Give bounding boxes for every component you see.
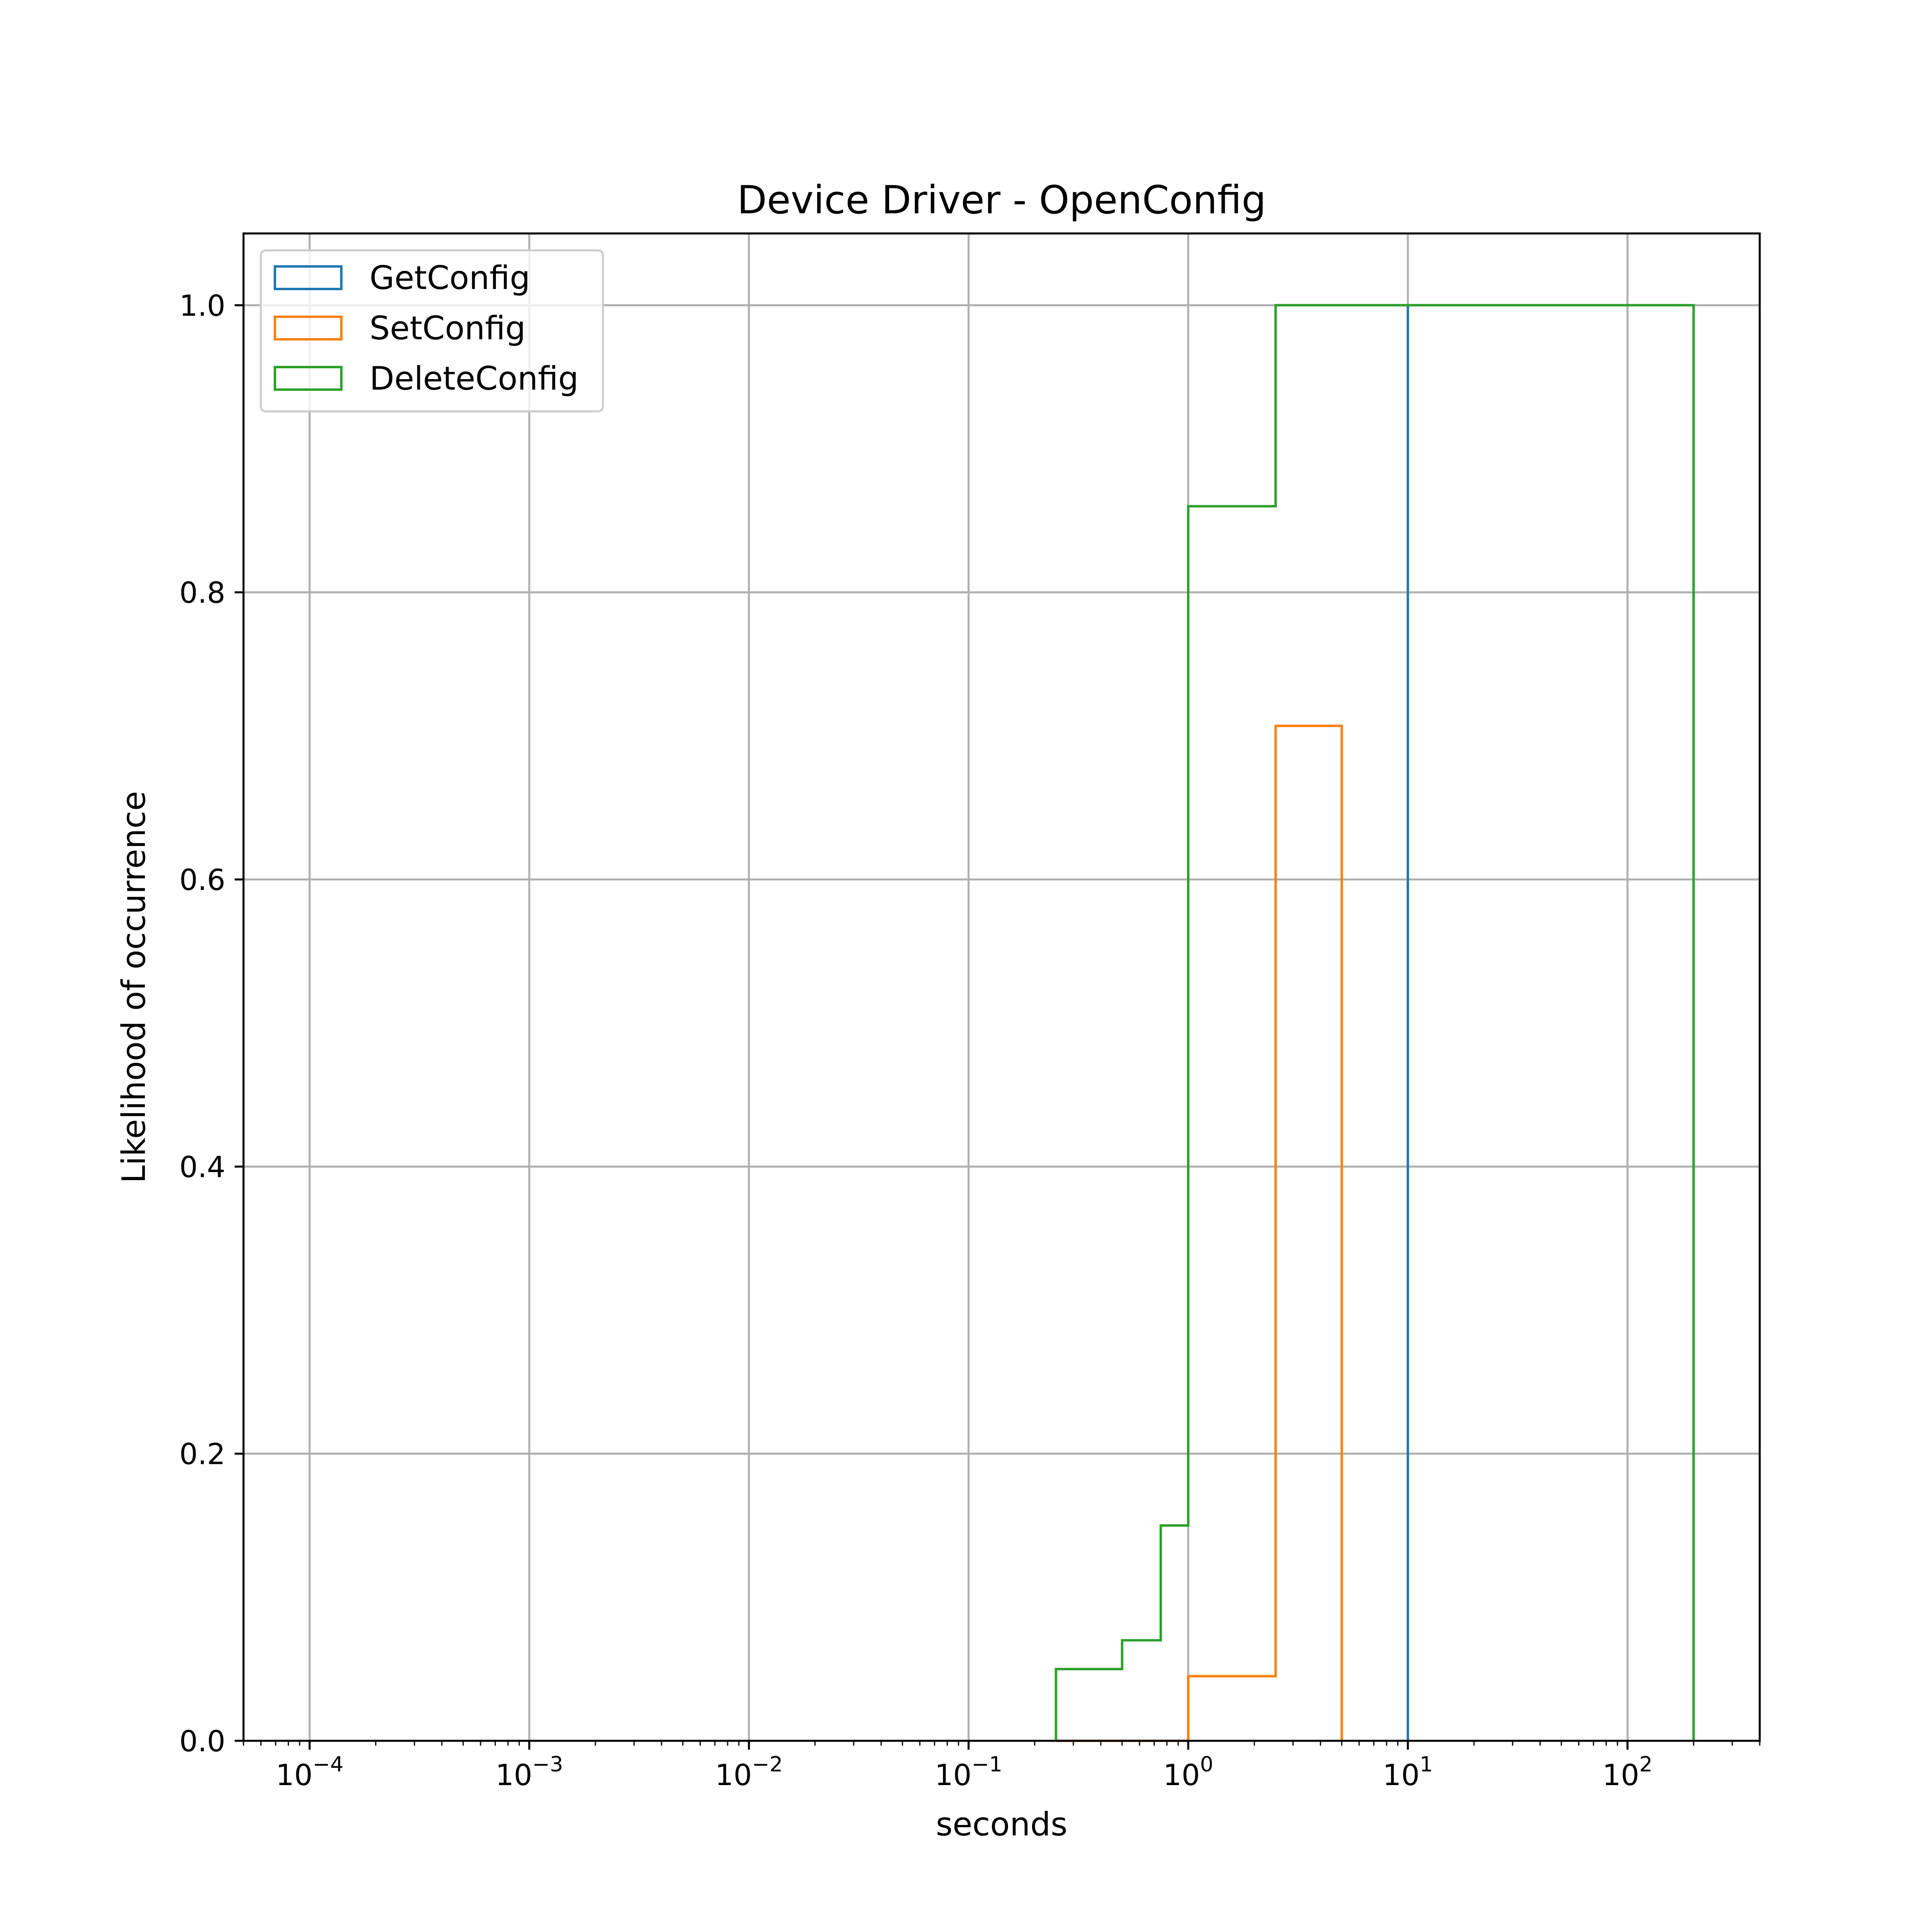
x-tick-label: 101 [1383,1752,1433,1792]
x-tick-label: 10−1 [935,1752,1002,1792]
legend-swatch-setconfig [274,316,343,341]
series-deleteconfig-line [1055,304,1695,1741]
legend-swatch-deleteconfig [274,366,343,391]
x-tick-label: 10−3 [495,1752,563,1792]
legend-label-deleteconfig: DeleteConfig [369,360,579,397]
y-tick-label: 0.4 [179,1150,225,1184]
y-tick-label: 0.8 [179,576,225,610]
y-tick-label: 0.6 [179,863,225,897]
x-tick-label: 100 [1163,1752,1214,1792]
ticks: 10−4 10−3 10−2 10−1 100 101 102 0.0 0.2 0.4 0.6 0.8… [179,289,1761,1792]
x-axis-label: seconds [936,1806,1067,1843]
legend-label-setconfig: SetConfig [369,310,526,347]
legend-label-getconfig: GetConfig [369,259,530,297]
x-tick-label: 10−4 [276,1752,343,1792]
legend: GetConfig SetConfig DeleteConfig [260,249,604,413]
y-axis-label: Likelihood of occurrence [115,791,153,1183]
plot-frame [242,232,1761,1742]
y-tick-label: 1.0 [179,289,225,322]
legend-swatch-getconfig [274,265,343,290]
chart-title: Device Driver - OpenConfig [737,178,1266,223]
y-tick-label: 0.2 [179,1437,225,1471]
x-tick-label: 10−2 [715,1752,783,1792]
x-tick-label: 102 [1602,1752,1653,1792]
legend-box [260,249,604,413]
y-tick-label: 0.0 [179,1724,225,1758]
